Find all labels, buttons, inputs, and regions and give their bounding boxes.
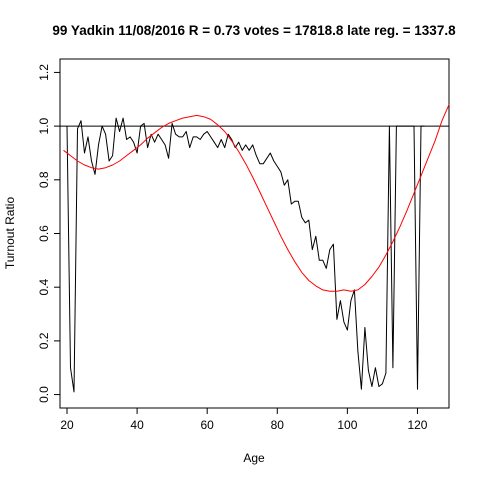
fitted-curve-line (63, 104, 450, 292)
y-axis-label: Turnout Ratio (3, 197, 17, 270)
x-tick-label: 60 (201, 418, 215, 432)
y-tick-label: 0.6 (37, 225, 51, 242)
series-group (63, 104, 450, 393)
x-axis: 20 40 60 80 100 120 (60, 407, 428, 432)
y-tick-label: 0.4 (37, 279, 51, 296)
x-axis-label: Age (243, 451, 265, 465)
y-tick-label: 1.0 (37, 117, 51, 134)
y-tick-label: 1.2 (37, 64, 51, 81)
y-tick-label: 0.2 (37, 332, 51, 349)
x-tick-label: 80 (271, 418, 285, 432)
x-tick-label: 40 (130, 418, 144, 432)
x-tick-label: 20 (60, 418, 74, 432)
chart-title: 99 Yadkin 11/08/2016 R = 0.73 votes = 17… (52, 23, 456, 38)
x-tick-label: 120 (407, 418, 427, 432)
observed-series-line (66, 117, 425, 393)
y-tick-label: 0.0 (37, 386, 51, 403)
x-tick-label: 100 (337, 418, 357, 432)
y-axis: 0.0 0.2 0.4 0.6 0.8 1.0 1.2 (37, 64, 61, 403)
y-tick-label: 0.8 (37, 171, 51, 188)
